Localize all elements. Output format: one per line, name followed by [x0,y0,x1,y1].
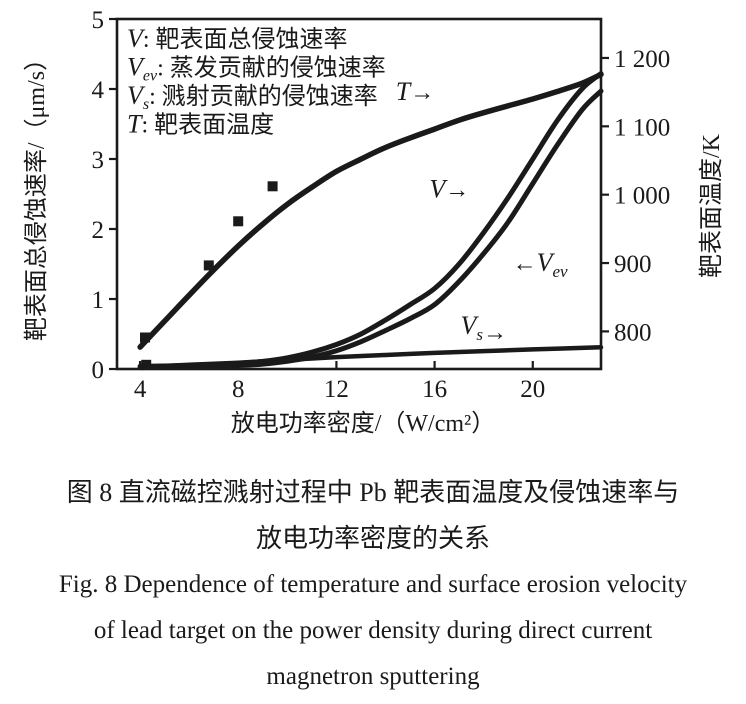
V-experimental-points [140,181,278,370]
legend-entry-Vev: Vev: 蒸发贡献的侵蚀速率 [127,53,386,85]
legend-entry-Vs: Vs: 溅射贡献的侵蚀速率 [127,81,378,113]
data-point-square [233,216,244,227]
curve-T [137,71,604,350]
caption-line-en-3: magnetron sputtering [266,663,480,690]
x-axis-title: 放电功率密度/（W/cm²） [231,410,496,437]
y-left-axis-title: 靶表面总侵蚀速率/（μm/s） [23,47,50,341]
label-Vev-with-left-arrow-icon: ←Vev [513,248,568,281]
x-tick-label: 20 [520,376,545,403]
curves [137,71,604,371]
y-left-tick-label: 2 [92,217,105,244]
label-Vs-with-right-arrow-icon: Vs→ [460,311,507,346]
caption-line-en-2: of lead target on the power density duri… [93,617,653,644]
label-V-with-right-arrow-icon: V→ [429,175,469,204]
x-tick-label: 4 [134,376,147,403]
y-left-tick-label: 0 [92,357,105,384]
caption-line-zh-2: 放电功率密度的关系 [255,524,490,553]
data-point-square [203,260,214,271]
curve-Vev [137,88,604,371]
figure-caption: 图 8 直流磁控溅射过程中 Pb 靶表面温度及侵蚀速率与 放电功率密度的关系 F… [0,452,746,700]
x-tick-label: 8 [232,376,245,403]
axis-ticks [109,17,609,371]
curve-Vs [137,345,604,370]
y-right-tick-label: 1 100 [614,114,670,141]
legend-entry-T: T: 靶表面温度 [127,110,274,139]
data-point-square [141,359,152,370]
y-right-axis-title: 靶表面温度/K [698,133,725,278]
data-point-square [140,332,150,343]
y-right-tick-label: 800 [614,319,652,346]
label-T-with-right-arrow-icon: T→ [396,77,434,106]
caption-line-en-1: Fig. 8 Dependence of temperature and sur… [58,571,688,598]
x-tick-label: 16 [422,376,447,403]
y-right-tick-label: 1 200 [614,46,670,73]
y-left-tick-label: 1 [92,287,105,314]
x-tick-label: 12 [324,376,349,403]
y-left-tick-label: 3 [92,147,105,174]
y-left-tick-label: 4 [92,77,105,104]
y-left-tick-label: 5 [92,7,105,34]
y-right-tick-label: 1 000 [614,183,670,210]
data-point-square [267,181,278,192]
caption-line-zh-1: 图 8 直流磁控溅射过程中 Pb 靶表面温度及侵蚀速率与 [66,478,680,507]
y-right-tick-label: 900 [614,251,652,278]
legend-entry-V: V: 靶表面总侵蚀速率 [127,24,348,53]
